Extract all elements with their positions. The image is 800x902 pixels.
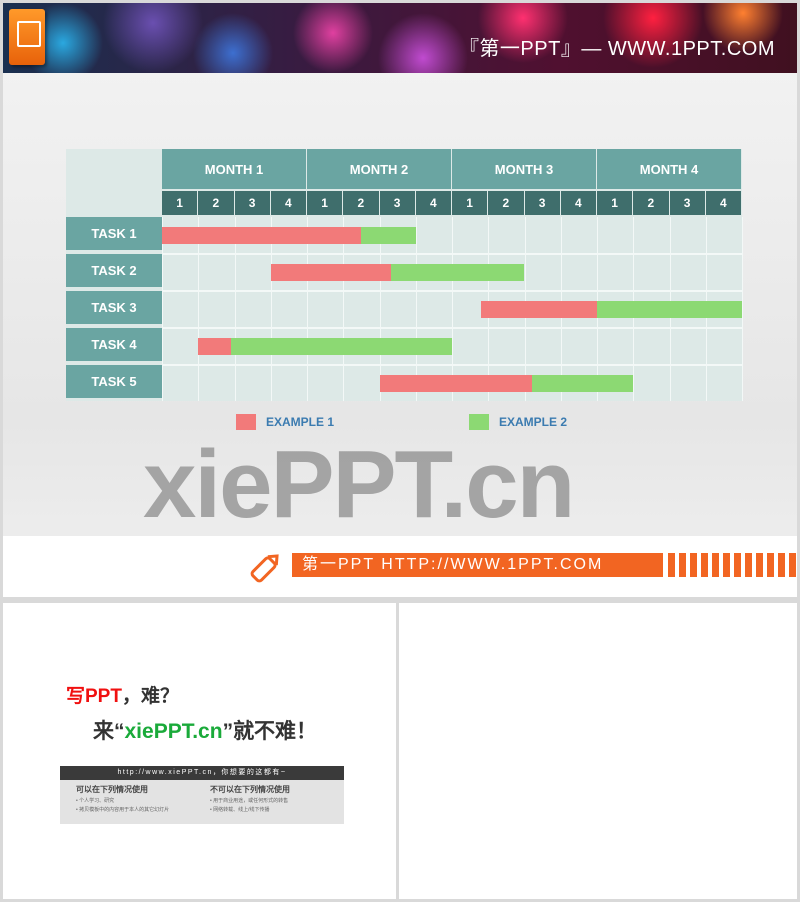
cannot-item: • 网络转载、线上/线下传播 [210,807,270,813]
grid-line [162,290,742,292]
usage-header: http://www.xiePPT.cn，你想要的这都有~ [60,766,344,780]
watermark: xiePPT.cn [143,431,575,538]
task-label: TASK 3 [66,291,162,326]
legend-swatch [469,414,489,430]
task-label: TASK 1 [66,217,162,252]
usage-box: http://www.xiePPT.cn，你想要的这都有~ 可以在下列情况使用 •… [60,766,344,824]
week-header: 2 [633,191,670,215]
week-header: 2 [198,191,235,215]
cannot-item: • 用于商业用途，或任何形式的转售 [210,798,289,804]
grid-line [270,217,272,401]
promo-line-2: 来“xiePPT.cn”就不难！ [93,719,317,745]
task-label: TASK 2 [66,254,162,289]
can-item: • 个人学习、研究 [76,798,115,804]
pencil-icon [250,554,279,583]
gantt-bar-example2 [531,375,634,392]
grid-line [343,217,345,401]
grid-line [162,364,742,366]
task-label: TASK 5 [66,365,162,400]
grid-line [379,217,381,401]
promo-red-text: 写PPT [66,686,122,707]
header-banner: 『第一PPT』— WWW.1PPT.COM [3,3,797,73]
gantt-bar-example1 [198,338,231,355]
grid-line [452,217,453,401]
promo-text: ，难？ [121,686,179,707]
legend-example-2: EXAMPLE 2 [469,413,567,431]
grid-line [415,217,417,401]
footer-stripes [668,553,796,577]
month-header: MONTH 4 [597,149,742,189]
week-header: 1 [307,191,344,215]
week-header: 3 [234,191,271,215]
month-header: MONTH 3 [452,149,597,189]
week-header: 2 [343,191,380,215]
month-header: MONTH 2 [307,149,452,189]
empty-panel [399,603,797,899]
week-header: 4 [415,191,452,215]
grid-line [307,217,308,401]
grid-line [162,327,742,329]
can-title: 可以在下列情况使用 [76,785,148,794]
task-label: TASK 4 [66,328,162,363]
grid-line [162,253,742,255]
promo-green-text: xiePPT.cn [124,720,223,743]
legend-example-1: EXAMPLE 1 [236,413,334,431]
grid-line [162,217,163,401]
can-item: • 拷贝模板中的内容用于本人的其它幻灯片 [76,807,170,813]
gantt-bar-example1 [270,264,392,281]
gantt-bar-example1 [379,375,532,392]
legend-label: EXAMPLE 1 [266,415,335,429]
week-header: 4 [270,191,307,215]
gantt-bar-example1 [481,301,597,318]
can-use-column: 可以在下列情况使用 • 个人学习、研究 • 拷贝模板中的内容用于本人的其它幻灯片 [76,784,204,815]
promo-text: ”就不难！ [222,720,318,743]
footer-url-bar: 第一PPT HTTP://WWW.1PPT.COM [292,553,663,577]
week-header: 1 [162,191,199,215]
legend-label: EXAMPLE 2 [499,415,568,429]
gantt-bar-example2 [391,264,525,281]
gantt-bar-example2 [597,301,742,318]
week-header: 3 [669,191,706,215]
promo-line-1: 写PPT，难？ [66,685,179,709]
cannot-use-column: 不可以在下列情况使用 • 用于商业用途，或任何形式的转售 • 网络转载、线上/线下传… [210,784,338,815]
gantt-bar-example1 [162,227,362,244]
slide-preview-2[interactable]: 写PPT，难？ 来“xiePPT.cn”就不难！ http://www.xieP… [3,603,396,899]
week-header: 3 [524,191,561,215]
week-header: 2 [488,191,525,215]
gantt-bar-example2 [230,338,452,355]
banner-title: 『第一PPT』— WWW.1PPT.COM [458,38,775,60]
promo-text: 来“ [93,720,125,743]
grid-line [198,217,200,401]
month-header: MONTH 1 [162,149,307,189]
week-header: 1 [452,191,489,215]
week-header: 4 [560,191,597,215]
week-header: 3 [379,191,416,215]
grid-line [742,217,743,401]
powerpoint-icon [9,9,45,65]
cannot-title: 不可以在下列情况使用 [210,785,290,794]
legend-swatch [236,414,256,430]
grid-line [234,217,236,401]
gantt-bar-example2 [361,227,416,244]
week-header: 4 [705,191,742,215]
week-header: 1 [597,191,634,215]
